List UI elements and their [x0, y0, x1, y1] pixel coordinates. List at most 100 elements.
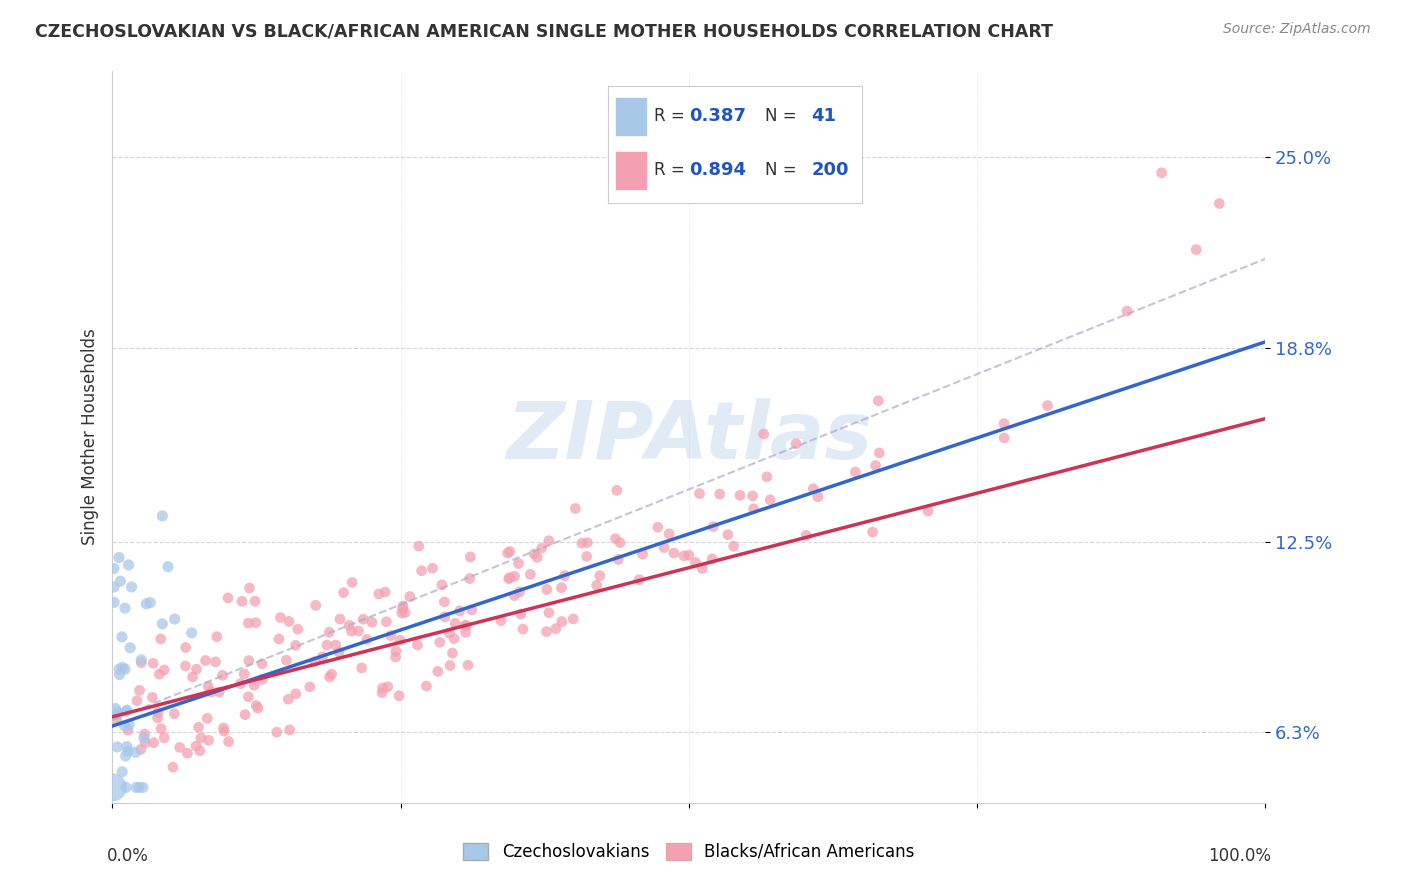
Point	[277, 692, 299, 706]
Point	[148, 667, 170, 681]
Point	[723, 539, 745, 553]
Point	[150, 616, 173, 631]
Point	[150, 508, 173, 523]
Point	[304, 655, 326, 669]
Point	[498, 572, 520, 586]
Point	[153, 731, 176, 745]
Point	[311, 649, 333, 664]
Point	[231, 594, 253, 608]
Point	[384, 650, 406, 665]
Text: Source: ZipAtlas.com: Source: ZipAtlas.com	[1223, 22, 1371, 37]
Point	[647, 520, 669, 534]
Point	[1150, 166, 1173, 180]
Point	[688, 486, 710, 500]
Point	[371, 685, 394, 699]
Point	[530, 541, 553, 556]
Point	[752, 426, 775, 441]
Point	[439, 658, 461, 673]
Point	[298, 680, 321, 694]
Point	[105, 714, 128, 728]
Point	[606, 483, 628, 498]
Point	[128, 780, 150, 795]
Point	[238, 690, 260, 704]
Point	[250, 657, 273, 671]
Point	[785, 436, 807, 450]
Point	[388, 689, 411, 703]
Point	[662, 546, 685, 560]
Point	[439, 626, 461, 640]
Point	[114, 601, 136, 615]
Point	[380, 629, 402, 643]
Text: ZIPAtlas: ZIPAtlas	[506, 398, 872, 476]
Point	[340, 624, 363, 639]
Point	[550, 581, 572, 595]
Point	[801, 482, 824, 496]
Point	[489, 614, 512, 628]
Point	[278, 723, 301, 737]
Point	[125, 780, 148, 795]
Point	[305, 599, 328, 613]
Point	[576, 535, 599, 549]
Point	[444, 616, 467, 631]
Point	[551, 615, 574, 629]
Point	[433, 610, 456, 624]
Point	[132, 731, 155, 745]
Point	[374, 585, 396, 599]
Point	[142, 657, 165, 671]
Point	[246, 701, 269, 715]
Point	[352, 612, 374, 626]
Point	[318, 670, 340, 684]
Point	[794, 528, 817, 542]
Point	[194, 653, 217, 667]
Point	[125, 694, 148, 708]
Point	[157, 559, 180, 574]
Point	[214, 724, 236, 739]
Point	[150, 722, 173, 736]
Point	[115, 780, 138, 795]
Point	[238, 581, 260, 595]
Point	[454, 625, 477, 640]
Text: CZECHOSLOVAKIAN VS BLACK/AFRICAN AMERICAN SINGLE MOTHER HOUSEHOLDS CORRELATION C: CZECHOSLOVAKIAN VS BLACK/AFRICAN AMERICA…	[35, 22, 1053, 40]
Point	[702, 552, 724, 566]
Point	[117, 723, 139, 738]
Point	[1185, 243, 1208, 257]
Point	[149, 632, 172, 646]
Point	[243, 678, 266, 692]
Point	[321, 667, 343, 681]
Point	[564, 501, 586, 516]
Point	[868, 393, 890, 408]
Point	[371, 681, 394, 695]
Point	[187, 720, 209, 734]
Point	[398, 590, 420, 604]
Point	[496, 546, 519, 560]
Point	[844, 465, 866, 479]
Point	[107, 705, 129, 719]
Point	[129, 653, 152, 667]
Point	[526, 550, 548, 565]
Point	[135, 597, 157, 611]
Point	[609, 535, 631, 549]
Point	[607, 552, 630, 566]
Point	[499, 571, 522, 585]
Point	[454, 618, 477, 632]
Point	[340, 575, 363, 590]
Point	[197, 733, 219, 747]
Point	[993, 417, 1015, 431]
Point	[337, 618, 360, 632]
Point	[509, 607, 531, 622]
Point	[433, 595, 456, 609]
Point	[415, 679, 437, 693]
Point	[457, 658, 479, 673]
Point	[163, 706, 186, 721]
Point	[124, 745, 146, 759]
Point	[141, 690, 163, 705]
Point	[245, 698, 267, 713]
Point	[103, 561, 125, 575]
Point	[146, 711, 169, 725]
Point	[392, 599, 415, 613]
Point	[408, 539, 430, 553]
Point	[456, 618, 478, 632]
Point	[685, 556, 707, 570]
Point	[585, 578, 607, 592]
Point	[460, 549, 482, 564]
